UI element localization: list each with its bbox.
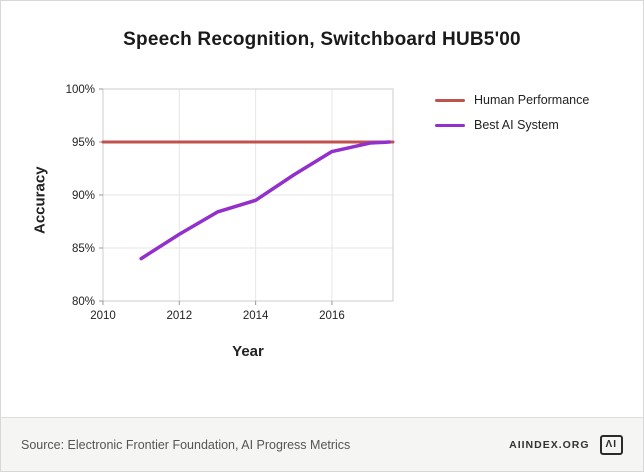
x-tick-label: 2016	[319, 310, 345, 322]
spacer	[1, 360, 643, 417]
footer-bar: Source: Electronic Frontier Foundation, …	[1, 417, 643, 471]
y-tick-label: 90%	[72, 190, 95, 202]
legend-item-best-ai-system: Best AI System	[435, 118, 589, 132]
legend-label: Human Performance	[474, 93, 590, 107]
chart-plot: 80% 85% 90% 95% 100% 2010 2012 2014 2016	[66, 84, 395, 322]
source-attribution: Source: Electronic Frontier Foundation, …	[21, 437, 351, 452]
x-tick-label: 2014	[243, 310, 269, 322]
aiindex-site-label: AIINDEX.ORG	[509, 438, 590, 451]
chart-area: Accuracy 80% 85% 90% 95% 100% 2010 2012 2014 201…	[27, 77, 643, 360]
x-tick-label: 2010	[90, 310, 116, 322]
best-ai-system-line-swatch	[435, 123, 465, 127]
legend-item-human-performance: Human Performance	[435, 93, 589, 107]
x-axis-title: Year	[232, 343, 264, 360]
y-tick-label: 95%	[72, 137, 95, 149]
footer-branding: AIINDEX.ORG ΛI	[509, 434, 623, 455]
plot-column: 80% 85% 90% 95% 100% 2010 2012 2014 2016 Year	[53, 77, 405, 360]
legend: Human Performance Best AI System	[435, 93, 589, 132]
series-line-best-ai-system	[139, 140, 391, 261]
y-tick-label: 100%	[66, 84, 95, 96]
y-tick-label: 80%	[72, 296, 95, 308]
legend-label: Best AI System	[474, 118, 559, 132]
ai-index-logo-icon: ΛI	[599, 434, 623, 455]
x-tick-label: 2012	[167, 310, 193, 322]
chart-title: Speech Recognition, Switchboard HUB5'00	[123, 29, 521, 50]
y-axis-title: Accuracy	[31, 166, 49, 234]
y-tick-label: 85%	[72, 243, 95, 255]
human-performance-line-swatch	[435, 98, 465, 102]
